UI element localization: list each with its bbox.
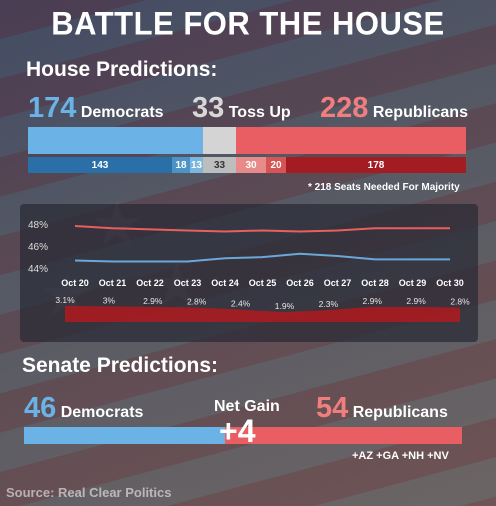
house-tossup-header: 33 Toss Up — [192, 92, 291, 125]
x-tick-label: Oct 27 — [324, 278, 352, 288]
breakdown-segment: 18 — [172, 157, 190, 173]
senate-dem-label: Democrats — [60, 404, 144, 421]
house-breakdown-bar: 143 18 13 33 30 20 178 — [28, 157, 466, 173]
republican-line — [74, 225, 450, 233]
senate-rep-label: Republicans — [352, 404, 448, 421]
x-tick-label: Oct 20 — [61, 278, 89, 288]
senate-rep-segment — [225, 427, 462, 444]
breakdown-value: 143 — [91, 159, 109, 171]
breakdown-segment: 33 — [203, 157, 236, 173]
spread-area — [65, 305, 460, 322]
spread-label: 2.9% — [406, 296, 426, 306]
spread-label: 3% — [103, 295, 116, 305]
house-seat-bar — [28, 127, 466, 154]
spread-label: 2.4% — [231, 299, 251, 309]
poll-line-chart: 48% 46% 44% Oct 20 Oct 21 Oct 22 Oct 23 Oct 24 O… — [28, 220, 470, 322]
spread-label: 2.8% — [450, 296, 470, 306]
house-tossup-label: Toss Up — [228, 104, 291, 121]
breakdown-value: 30 — [245, 159, 257, 171]
democrat-line — [74, 252, 450, 263]
breakdown-value: 178 — [367, 159, 385, 171]
x-tick-label: Oct 21 — [99, 278, 127, 288]
breakdown-segment: 30 — [236, 157, 266, 173]
breakdown-value: 20 — [270, 159, 282, 171]
y-tick-label: 44% — [28, 264, 48, 275]
net-gain-label: Net Gain — [214, 398, 280, 415]
x-tick-label: Oct 25 — [249, 278, 277, 288]
breakdown-segment: 20 — [266, 157, 286, 173]
breakdown-value: 33 — [213, 159, 226, 171]
house-tossup-segment — [203, 127, 236, 154]
majority-note: * 218 Seats Needed For Majority — [308, 182, 460, 193]
house-rep-header: 228 Republicans — [320, 92, 468, 125]
house-dem-header: 174 Democrats — [28, 92, 164, 125]
breakdown-segment: 13 — [190, 157, 203, 173]
senate-dem-segment — [24, 427, 225, 444]
spread-label: 3.1% — [55, 295, 75, 305]
senate-rep-count: 54 — [316, 392, 349, 424]
senate-dem-count: 46 — [24, 392, 57, 424]
x-tick-label: Oct 29 — [399, 278, 427, 288]
y-tick-label: 46% — [28, 242, 48, 253]
house-dem-label: Democrats — [80, 104, 164, 121]
breakdown-value: 13 — [190, 159, 203, 171]
spread-label: 2.8% — [187, 296, 207, 306]
senate-rep-header: 54 Republicans — [316, 392, 448, 425]
breakdown-segment: 178 — [286, 157, 466, 173]
spread-label: 2.9% — [143, 296, 163, 306]
net-gain-value: +4 — [219, 413, 256, 449]
x-tick-label: Oct 23 — [174, 278, 202, 288]
spread-label: 1.9% — [275, 301, 295, 311]
house-dem-count: 174 — [28, 92, 77, 124]
senate-seat-bar — [24, 427, 462, 444]
y-tick-label: 48% — [28, 220, 48, 231]
x-tick-label: Oct 24 — [211, 278, 239, 288]
house-tossup-count: 33 — [192, 92, 225, 124]
source-credit: Source: Real Clear Politics — [6, 485, 172, 500]
breakdown-value: 18 — [175, 159, 187, 171]
spread-label: 2.9% — [363, 296, 383, 306]
house-rep-count: 228 — [320, 92, 369, 124]
house-rep-segment — [236, 127, 466, 154]
poll-chart-panel: 48% 46% 44% Oct 20 Oct 21 Oct 22 Oct 23 Oct 24 O… — [20, 204, 478, 342]
x-tick-label: Oct 26 — [286, 278, 314, 288]
page-title: BATTLE FOR THE HOUSE — [51, 5, 445, 42]
house-rep-label: Republicans — [372, 104, 468, 121]
x-tick-label: Oct 22 — [136, 278, 164, 288]
house-dem-segment — [28, 127, 203, 154]
breakdown-segment: 143 — [28, 157, 172, 173]
senate-gains: +AZ +GA +NH +NV — [352, 450, 449, 462]
x-tick-label: Oct 28 — [361, 278, 389, 288]
house-heading: House Predictions: — [26, 58, 218, 81]
senate-heading: Senate Predictions: — [22, 354, 219, 377]
senate-dem-header: 46 Democrats — [24, 392, 143, 425]
spread-label: 2.3% — [319, 299, 339, 309]
x-tick-label: Oct 30 — [436, 278, 464, 288]
